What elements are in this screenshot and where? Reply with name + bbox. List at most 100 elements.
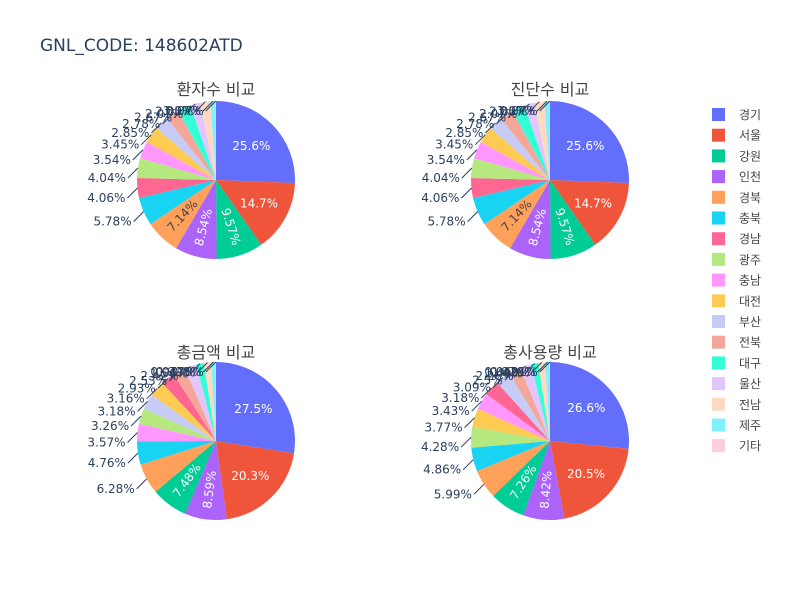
pie-slice[interactable] xyxy=(184,364,216,442)
legend-item[interactable]: 대구 xyxy=(712,356,761,370)
pie-slice[interactable] xyxy=(216,180,295,245)
pie-slice[interactable] xyxy=(544,101,550,180)
pie-slice[interactable] xyxy=(211,362,216,441)
pie-slice[interactable] xyxy=(137,441,216,465)
legend-swatch xyxy=(712,356,725,370)
pie-slice[interactable] xyxy=(156,118,216,180)
pie-slice[interactable] xyxy=(545,362,550,441)
pie-slice[interactable] xyxy=(550,180,629,245)
slice-label: 4.28% xyxy=(421,440,459,454)
pie-slice[interactable] xyxy=(139,180,216,225)
pie-slice[interactable] xyxy=(216,441,295,520)
pie-slice[interactable] xyxy=(509,367,550,441)
pie-slice[interactable] xyxy=(473,180,550,225)
pie-slice[interactable] xyxy=(185,441,227,520)
pie-slice[interactable] xyxy=(476,441,550,496)
leader-line xyxy=(173,107,185,119)
legend-item[interactable]: 강원 xyxy=(712,149,761,163)
pie-slice[interactable] xyxy=(173,368,216,441)
legend-item[interactable]: 충남 xyxy=(712,273,761,288)
slice-label: 2.67% xyxy=(134,111,172,125)
pie-slice[interactable] xyxy=(471,441,550,472)
pie-slice[interactable] xyxy=(137,177,216,198)
pie-slice[interactable] xyxy=(493,441,550,516)
legend-item[interactable]: 경기 xyxy=(712,108,761,122)
pie-slice[interactable] xyxy=(190,102,216,180)
legend-item[interactable]: 인천 xyxy=(712,169,761,184)
pie-slice[interactable] xyxy=(470,426,550,448)
legend-item[interactable]: 경북 xyxy=(712,190,761,205)
slice-label: 4.06% xyxy=(87,191,125,205)
legend-label: 인천 xyxy=(739,169,761,184)
pie-slice[interactable] xyxy=(531,362,550,441)
pie-slice[interactable] xyxy=(210,101,216,180)
pie-slice[interactable] xyxy=(138,408,216,441)
pie-slice[interactable] xyxy=(500,110,550,180)
legend-item[interactable]: 기타 xyxy=(712,439,761,453)
legend-swatch xyxy=(712,190,725,204)
pie-slice[interactable] xyxy=(550,180,596,259)
pie-slice[interactable] xyxy=(523,441,565,520)
pie-slice[interactable] xyxy=(471,158,550,180)
pie-slice[interactable] xyxy=(486,382,550,441)
pie-slice[interactable] xyxy=(176,180,217,260)
pie-slice[interactable] xyxy=(474,142,550,180)
legend-item[interactable]: 전북 xyxy=(712,335,761,350)
legend-item[interactable]: 충북 xyxy=(712,211,761,226)
pie-slice[interactable] xyxy=(520,364,550,441)
pie-slice[interactable] xyxy=(490,118,550,180)
pie-slice[interactable] xyxy=(196,362,216,441)
pie-slice[interactable] xyxy=(162,374,216,441)
legend-item[interactable]: 서울 xyxy=(712,128,761,143)
pie-slice[interactable] xyxy=(136,423,216,442)
leader-line xyxy=(133,211,144,222)
pie-slice[interactable] xyxy=(155,441,216,514)
pie-slice[interactable] xyxy=(484,180,550,249)
slice-label: 5.99% xyxy=(434,487,472,501)
legend-item[interactable]: 광주 xyxy=(712,252,761,267)
legend-item[interactable]: 부산 xyxy=(712,315,761,329)
pie-slice[interactable] xyxy=(512,105,550,180)
leader-line xyxy=(531,362,543,373)
pie-slice[interactable] xyxy=(216,180,262,259)
pie-slice[interactable] xyxy=(534,101,550,180)
pie-slice[interactable] xyxy=(166,110,216,180)
leader-line xyxy=(515,365,526,377)
pie-slice[interactable] xyxy=(150,180,216,249)
legend-item[interactable]: 제주 xyxy=(712,418,761,433)
legend-item[interactable]: 경남 xyxy=(712,232,761,246)
pie-slice[interactable] xyxy=(144,394,216,441)
pie-slice[interactable] xyxy=(524,102,550,180)
pie-slice[interactable] xyxy=(140,441,216,492)
leader-line xyxy=(189,363,201,374)
legend-item[interactable]: 전남 xyxy=(712,397,761,412)
pie-slice[interactable] xyxy=(151,383,216,441)
leader-line xyxy=(161,113,173,125)
pie-slice[interactable] xyxy=(550,441,629,519)
pie-slice[interactable] xyxy=(178,105,216,180)
legend-item[interactable]: 울산 xyxy=(712,377,761,391)
pie-slice[interactable] xyxy=(216,362,295,454)
pie-slice[interactable] xyxy=(510,180,551,260)
pie-slice[interactable] xyxy=(480,127,550,180)
pie-slice[interactable] xyxy=(200,101,216,180)
pie-slice[interactable] xyxy=(550,362,629,449)
pie-slice[interactable] xyxy=(203,362,216,441)
slice-label: 2.53% xyxy=(129,374,167,388)
pie-slice[interactable] xyxy=(137,158,216,180)
pie-slice[interactable] xyxy=(216,101,295,183)
leader-line xyxy=(539,361,551,373)
leader-line xyxy=(461,187,472,199)
pie-slice[interactable] xyxy=(140,142,216,180)
pie-1: 환자수 비교25.6%14.7%9.57%8.54%7.14%5.78%4.06… xyxy=(87,80,295,260)
pie-title: 총사용량 비교 xyxy=(503,343,596,362)
pie-slice[interactable] xyxy=(496,373,550,441)
pie-slice[interactable] xyxy=(550,101,629,183)
pie-slice[interactable] xyxy=(538,362,550,441)
pie-slice[interactable] xyxy=(146,127,216,180)
legend-item[interactable]: 대전 xyxy=(712,294,761,308)
legend-swatch xyxy=(712,252,725,266)
pie-slice[interactable] xyxy=(472,408,550,441)
pie-slice[interactable] xyxy=(471,177,550,198)
pie-slice[interactable] xyxy=(477,394,550,441)
